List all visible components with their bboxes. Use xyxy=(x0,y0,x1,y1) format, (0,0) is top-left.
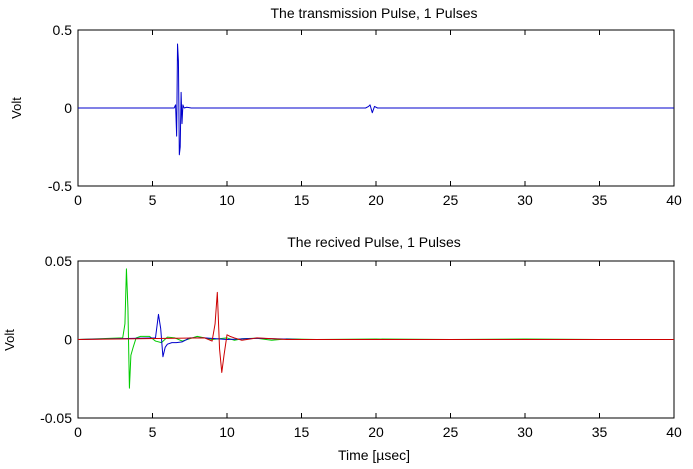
x-tick-label: 30 xyxy=(517,192,533,208)
y-tick-label: 0.05 xyxy=(45,253,72,269)
x-tick-label: 20 xyxy=(368,192,384,208)
x-tick-label: 10 xyxy=(219,424,235,440)
y-axis-label: Volt xyxy=(9,97,24,119)
x-tick-label: 10 xyxy=(219,192,235,208)
x-tick-label: 0 xyxy=(74,424,82,440)
x-axis-label: Time [µsec] xyxy=(338,447,410,463)
x-tick-label: 35 xyxy=(592,192,608,208)
y-tick-label: 0 xyxy=(64,332,72,348)
series-line-2 xyxy=(77,291,674,373)
x-tick-label: 25 xyxy=(443,192,459,208)
y-tick-label: 0.5 xyxy=(53,22,73,38)
received-chart: The recived Pulse, 1 Pulses Volt Time [µ… xyxy=(2,234,682,463)
series-line-1 xyxy=(77,313,674,358)
y-tick-label: 0 xyxy=(64,100,72,116)
x-tick-label: 0 xyxy=(74,192,82,208)
y-ticks: -0.05 0 0.05 xyxy=(40,253,674,426)
x-tick-label: 15 xyxy=(294,192,310,208)
x-ticks: 0 5 10 15 20 25 30 35 40 xyxy=(74,261,682,440)
x-tick-label: 40 xyxy=(666,424,682,440)
x-tick-label: 30 xyxy=(517,424,533,440)
y-tick-label: -0.05 xyxy=(40,410,72,426)
x-tick-label: 5 xyxy=(149,424,157,440)
series-layer xyxy=(77,268,674,389)
y-ticks: -0.5 0 0.5 xyxy=(48,22,674,194)
x-tick-label: 40 xyxy=(666,192,682,208)
x-tick-label: 25 xyxy=(443,424,459,440)
x-ticks: 0 5 10 15 20 25 30 35 40 xyxy=(74,30,682,208)
y-tick-label: -0.5 xyxy=(48,178,72,194)
x-tick-label: 15 xyxy=(294,424,310,440)
chart-title: The transmission Pulse, 1 Pulses xyxy=(271,5,478,21)
series-layer xyxy=(78,43,674,156)
chart-title: The recived Pulse, 1 Pulses xyxy=(287,234,461,250)
x-tick-label: 20 xyxy=(368,424,384,440)
transmission-chart: The transmission Pulse, 1 Pulses Volt 0 5… xyxy=(9,5,682,208)
y-axis-label: Volt xyxy=(2,329,17,351)
x-tick-label: 5 xyxy=(149,192,157,208)
series-line-0 xyxy=(78,43,674,156)
x-tick-label: 35 xyxy=(592,424,608,440)
